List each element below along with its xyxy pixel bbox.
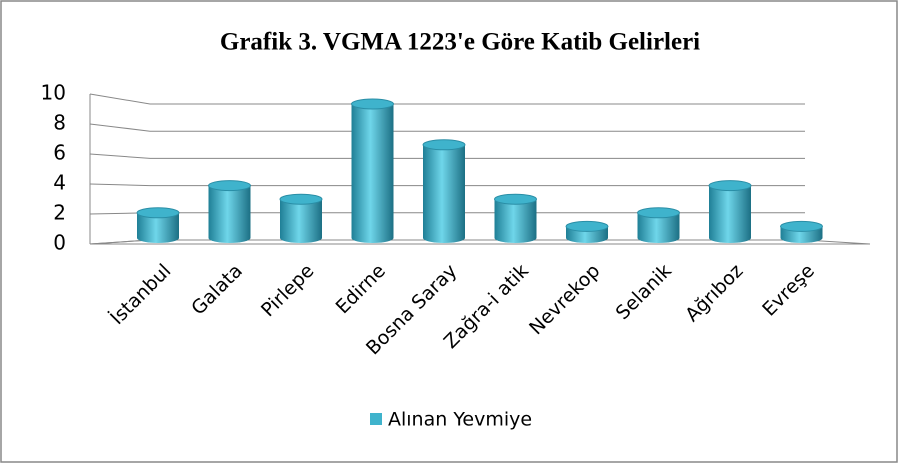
bar-top [136,207,180,219]
y-tick-label: 6 [53,141,66,165]
bar [208,180,251,244]
bar-body [637,212,680,244]
bar [279,193,323,243]
bar [136,207,180,243]
bar-body [423,144,465,243]
y-tick-label: 10 [41,81,66,105]
bar [565,220,609,243]
bar [494,193,537,244]
floor [89,239,871,245]
grid-line [89,123,805,132]
bar-top [637,207,680,219]
bar-body [709,185,751,243]
grid-line [89,183,805,187]
y-tick-label: 8 [53,111,66,135]
bar [637,207,680,244]
legend-label: Alınan Yevmiye [388,409,532,431]
bar-top [279,193,323,205]
y-tick-label: 2 [53,201,66,225]
bar-top [780,220,823,232]
bar-top [565,220,609,232]
bar-body [137,212,179,243]
bar [422,139,466,243]
bar-top [351,98,394,110]
bar [780,220,823,244]
y-tick-label: 4 [53,171,66,195]
bar-body [351,104,394,244]
y-tick-label: 0 [53,231,66,255]
bar-body [208,185,251,244]
bar-body [494,199,537,244]
bar-top [422,139,466,151]
bar-top [494,193,537,205]
grid-line [89,93,805,105]
bar [708,180,752,243]
bar-top [708,180,752,192]
bar-body [280,199,322,243]
grid-line [89,153,805,159]
legend-swatch [370,413,382,425]
bar-top [208,180,251,192]
bar [351,98,394,244]
chart-title: Grafik 3. VGMA 1223'e Göre Katib Gelirle… [220,29,700,56]
